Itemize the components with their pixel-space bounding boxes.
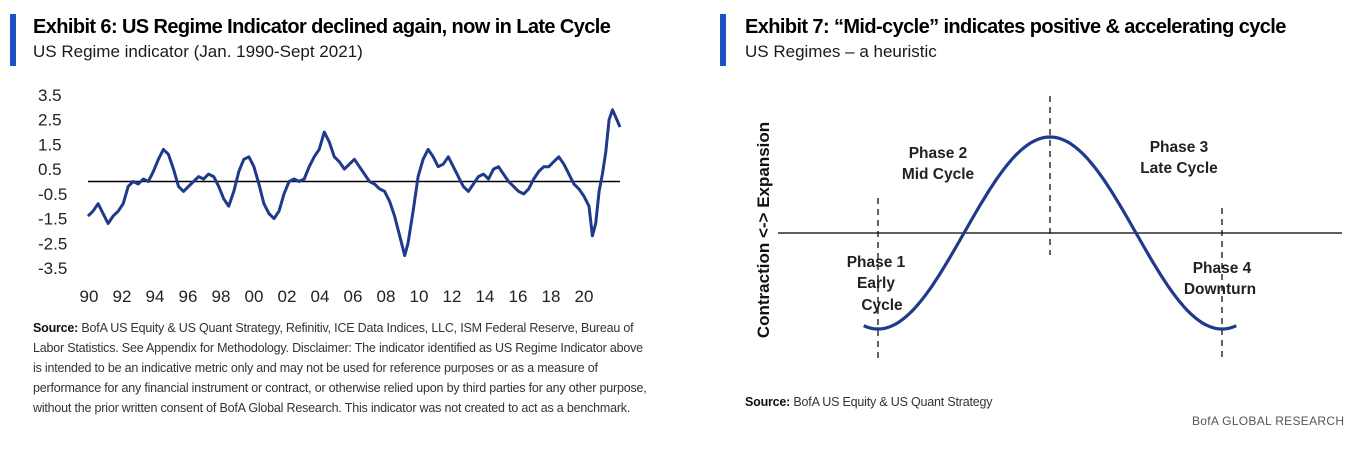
phase-3-line-1: Phase 3 xyxy=(1150,139,1209,156)
x-tick-label: 18 xyxy=(542,287,561,306)
phase-2-line-1: Phase 2 xyxy=(909,145,968,162)
phase-2-line-2: Mid Cycle xyxy=(902,166,975,183)
us-regimes-heuristic-chart: Contraction <-> Expansion Phase 1 Early … xyxy=(754,96,1342,360)
y-axis-label: Contraction <-> Expansion xyxy=(754,122,773,338)
exhibit-6-source-label: Source: xyxy=(33,321,79,335)
y-tick-label: -1.5 xyxy=(38,210,67,229)
exhibit-6-subtitle: US Regime indicator (Jan. 1990-Sept 2021… xyxy=(33,42,363,61)
exhibit-7-accent-bar xyxy=(720,14,726,66)
phase-4-line-1: Phase 4 xyxy=(1193,260,1252,277)
phase-1-line-2: Early xyxy=(857,275,895,292)
y-tick-label: 1.5 xyxy=(38,135,62,154)
exhibit-7-title: Exhibit 7: “Mid-cycle” indicates positiv… xyxy=(745,16,1286,38)
phase-1-line-1: Phase 1 xyxy=(847,254,906,271)
x-tick-label: 04 xyxy=(311,287,330,306)
y-tick-label: 3.5 xyxy=(38,86,62,105)
y-tick-label: -3.5 xyxy=(38,259,67,278)
exhibit-7-source: Source: BofA US Equity & US Quant Strate… xyxy=(745,392,1165,412)
x-tick-label: 08 xyxy=(377,287,396,306)
y-tick-label: 0.5 xyxy=(38,160,62,179)
x-tick-label: 12 xyxy=(443,287,462,306)
x-tick-label: 14 xyxy=(476,287,495,306)
exhibit-6-panel: Exhibit 6: US Regime Indicator declined … xyxy=(0,0,660,449)
phase-3-line-2: Late Cycle xyxy=(1140,160,1218,177)
x-tick-label: 98 xyxy=(212,287,231,306)
exhibit-7-source-label: Source: xyxy=(745,395,791,409)
x-tick-label: 94 xyxy=(146,287,165,306)
cycle-sine-wave xyxy=(863,135,1237,331)
y-tick-label: 2.5 xyxy=(38,111,62,130)
exhibit-6-title: Exhibit 6: US Regime Indicator declined … xyxy=(33,16,611,38)
exhibit-7-source-text: BofA US Equity & US Quant Strategy xyxy=(793,395,993,409)
x-tick-label: 06 xyxy=(344,287,363,306)
regime-indicator-series-line xyxy=(86,108,622,258)
x-tick-label: 02 xyxy=(278,287,297,306)
x-tick-label: 16 xyxy=(509,287,528,306)
exhibit-6-source: Source: BofA US Equity & US Quant Strate… xyxy=(33,318,653,418)
x-tick-label: 92 xyxy=(113,287,132,306)
x-tick-label: 10 xyxy=(410,287,429,306)
phase-4-line-2: Downturn xyxy=(1184,281,1256,298)
exhibit-6-accent-bar xyxy=(10,14,16,66)
exhibit-7-subtitle: US Regimes – a heuristic xyxy=(745,42,937,61)
y-tick-label: -2.5 xyxy=(38,234,67,253)
brand-footer: BofA GLOBAL RESEARCH xyxy=(1192,414,1345,428)
x-tick-label: 20 xyxy=(575,287,594,306)
exhibit-7-panel: Exhibit 7: “Mid-cycle” indicates positiv… xyxy=(720,0,1353,449)
phase-1-line-3: Cycle xyxy=(861,297,903,314)
y-tick-label: -0.5 xyxy=(38,185,67,204)
regime-indicator-chart: 3.5 2.5 1.5 0.5 -0.5 -1.5 -2.5 -3.5 90 92 94 96 98 0… xyxy=(38,86,622,306)
x-tick-label: 96 xyxy=(179,287,198,306)
x-tick-label: 00 xyxy=(245,287,264,306)
exhibit-6-source-text: BofA US Equity & US Quant Strategy, Refi… xyxy=(33,321,647,415)
x-tick-label: 90 xyxy=(80,287,99,306)
